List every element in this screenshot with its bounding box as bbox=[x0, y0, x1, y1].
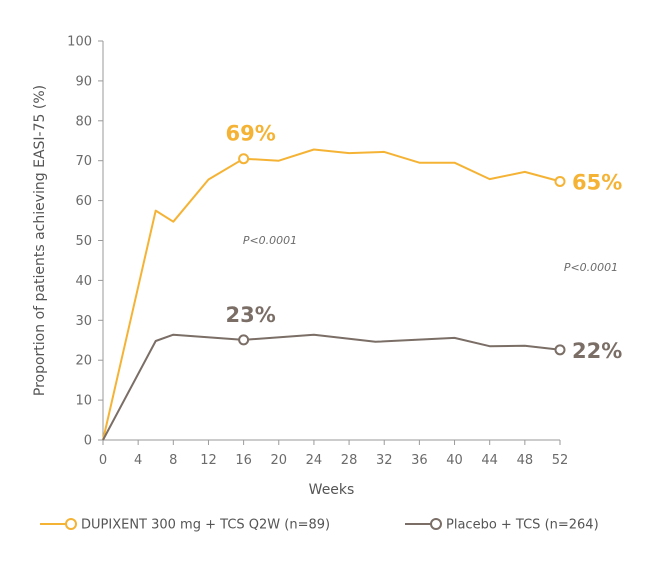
y-tick-label: 80 bbox=[75, 114, 92, 129]
legend-label: Placebo + TCS (n=264) bbox=[446, 518, 599, 533]
x-tick-label: 28 bbox=[341, 453, 358, 468]
y-tick-label: 60 bbox=[75, 194, 92, 209]
series-line bbox=[102, 333, 561, 441]
callout-label: 69% bbox=[225, 122, 275, 146]
series-2: 23% 22% bbox=[102, 303, 622, 441]
y-tick-label: 90 bbox=[75, 74, 92, 89]
x-tick-label: 36 bbox=[411, 453, 428, 468]
x-tick-label: 16 bbox=[235, 453, 252, 468]
legend-item-1: DUPIXENT 300 mg + TCS Q2W (n=89) bbox=[40, 518, 330, 533]
x-tick-label: 12 bbox=[200, 453, 217, 468]
y-tick-label: 10 bbox=[75, 394, 92, 409]
x-tick-label: 44 bbox=[481, 453, 498, 468]
legend-item-2: Placebo + TCS (n=264) bbox=[405, 518, 599, 533]
x-tick-label: 24 bbox=[306, 453, 323, 468]
y-axis-title: Proportion of patients achieving EASI-75… bbox=[32, 85, 48, 396]
x-tick-label: 52 bbox=[552, 453, 569, 468]
callout-label: 23% bbox=[225, 303, 275, 327]
y-tick-label: 50 bbox=[75, 234, 92, 249]
series-1: 69% 65% bbox=[102, 122, 622, 441]
callout-label: 22% bbox=[572, 339, 622, 363]
x-tick-label: 32 bbox=[376, 453, 393, 468]
x-tick-label: 40 bbox=[446, 453, 463, 468]
legend-label: DUPIXENT 300 mg + TCS Q2W (n=89) bbox=[81, 518, 330, 533]
data-point-marker bbox=[554, 344, 566, 356]
data-point-marker bbox=[238, 334, 250, 346]
series-line bbox=[102, 148, 561, 441]
y-tick-label: 40 bbox=[75, 274, 92, 289]
x-tick-label: 8 bbox=[169, 453, 177, 468]
y-tick-label: 30 bbox=[75, 314, 92, 329]
legend-marker bbox=[430, 518, 442, 530]
y-tick-label: 70 bbox=[75, 154, 92, 169]
data-point-marker bbox=[554, 175, 566, 187]
x-tick-label: 4 bbox=[134, 453, 142, 468]
callout-label: 65% bbox=[572, 170, 622, 194]
legend: DUPIXENT 300 mg + TCS Q2W (n=89) Placebo … bbox=[40, 518, 599, 533]
p-value-annotation: P<0.0001 bbox=[243, 234, 297, 247]
y-tick-label: 100 bbox=[67, 35, 92, 50]
y-tick-label: 20 bbox=[75, 354, 92, 369]
data-point-marker bbox=[238, 153, 250, 165]
annotation-layer: P<0.0001 P<0.0001 bbox=[243, 234, 618, 274]
x-tick-label: 0 bbox=[99, 453, 107, 468]
x-axis-title: Weeks bbox=[309, 482, 355, 498]
y-tick-label: 0 bbox=[84, 434, 92, 449]
p-value-annotation: P<0.0001 bbox=[564, 261, 618, 274]
x-tick-label: 20 bbox=[270, 453, 287, 468]
legend-marker bbox=[65, 518, 77, 530]
x-tick-label: 48 bbox=[517, 453, 534, 468]
series-layer: 69% 65% 23% 22% bbox=[102, 122, 622, 441]
